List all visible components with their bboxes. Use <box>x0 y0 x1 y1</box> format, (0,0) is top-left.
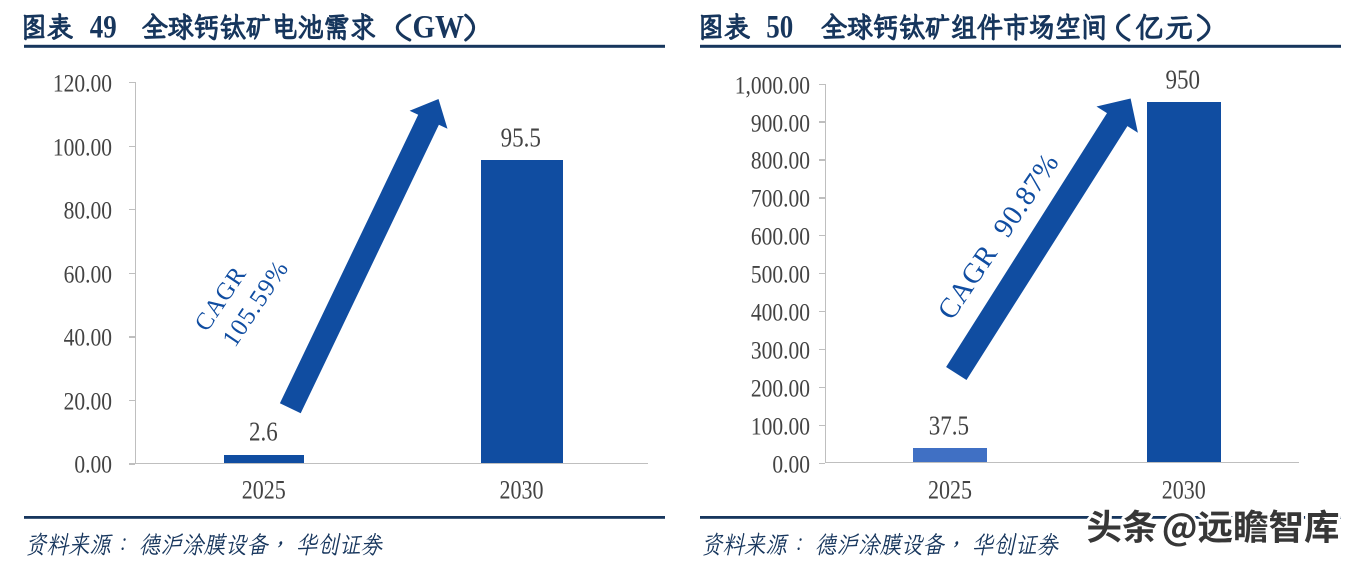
svg-text:49: 49 <box>90 9 117 45</box>
svg-text:50: 50 <box>766 9 793 45</box>
svg-text:GW: GW <box>413 9 465 45</box>
